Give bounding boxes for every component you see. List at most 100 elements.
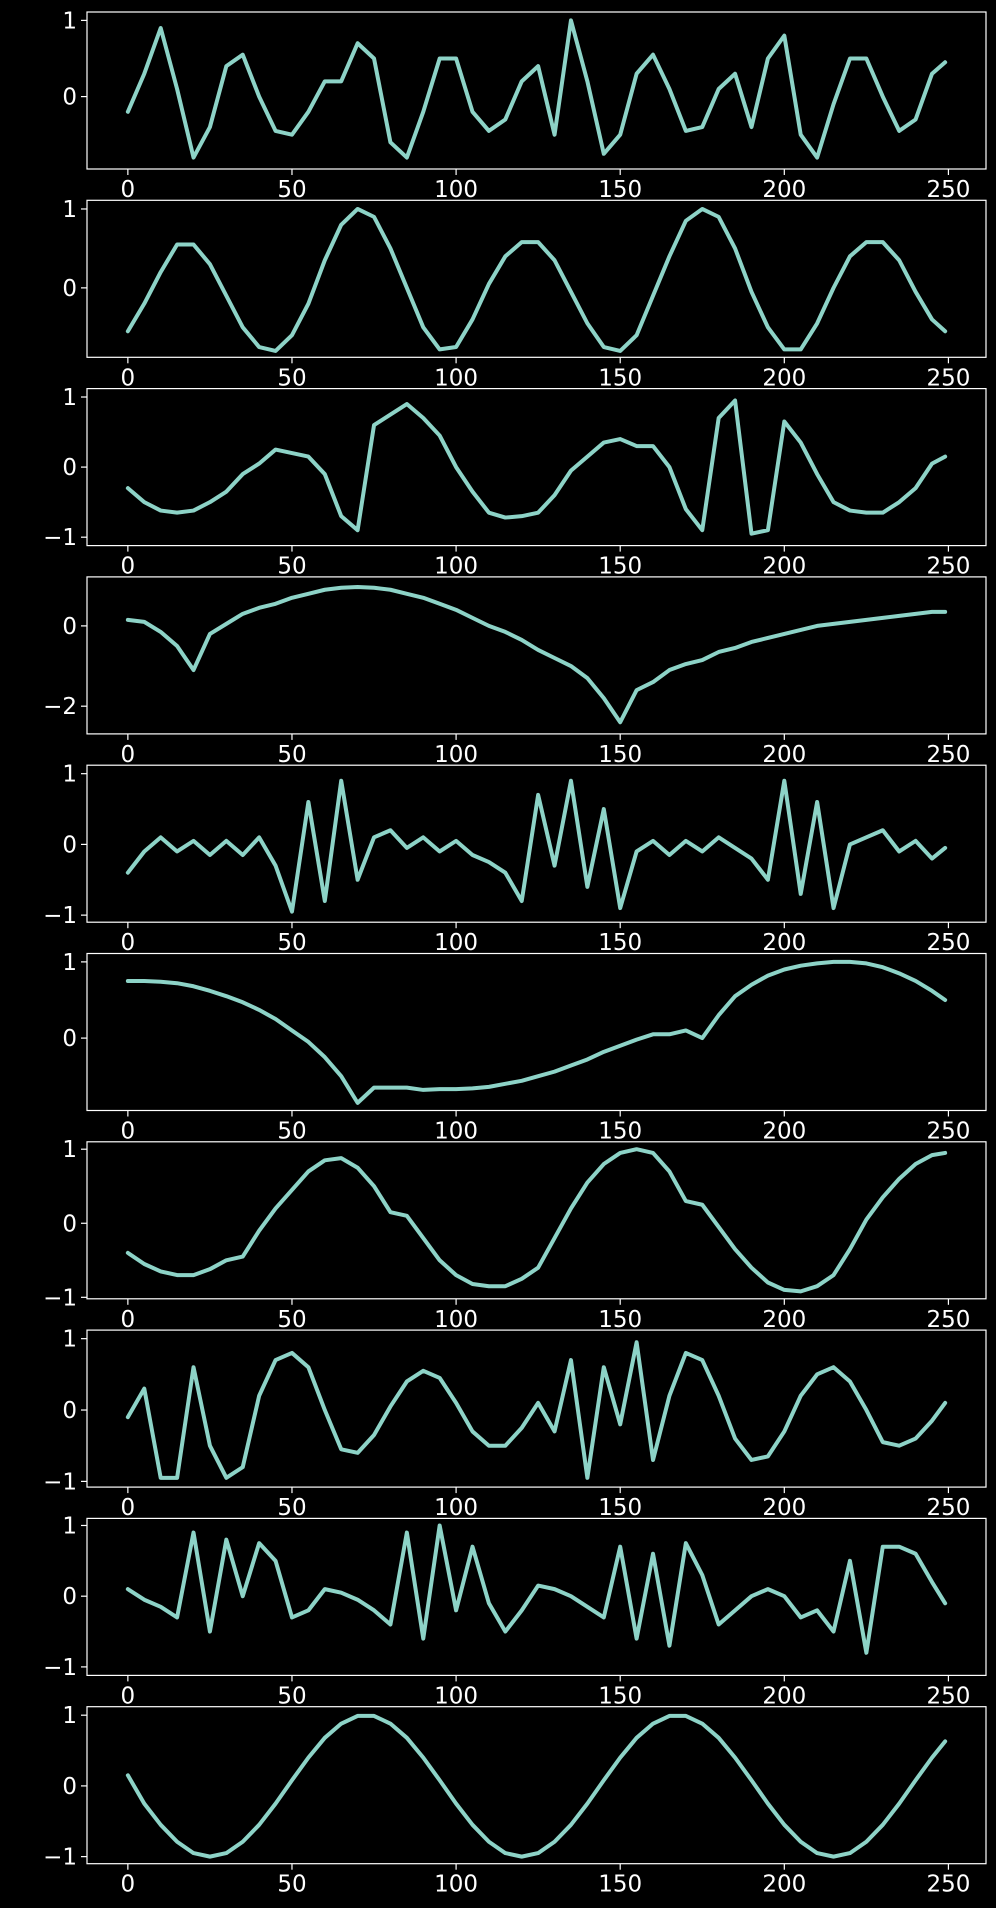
- x-tick-label: 100: [434, 742, 478, 768]
- data-line: [125, 398, 948, 536]
- plot-area: [125, 1713, 948, 1859]
- x-tick-label: 250: [926, 554, 970, 580]
- x-tick-label: 150: [598, 1495, 642, 1521]
- data-line: [125, 1147, 948, 1294]
- x-tick-label: 250: [926, 1872, 970, 1898]
- x-tick-label: 50: [277, 365, 306, 391]
- x-tick-label: 150: [598, 742, 642, 768]
- y-tick-label: −1: [43, 903, 77, 929]
- y-tick-label: −1: [43, 525, 77, 551]
- x-tick-label: 50: [277, 1495, 306, 1521]
- y-tick-label: 0: [62, 276, 77, 302]
- y-tick-label: −1: [43, 1655, 77, 1681]
- x-tick-label: 250: [926, 1495, 970, 1521]
- y-tick-label: −1: [43, 1845, 77, 1871]
- x-tick-label: 50: [277, 742, 306, 768]
- x-tick-label: 200: [762, 1872, 806, 1898]
- subplot: 0 50 100 150 200 250 0 1: [62, 950, 987, 1145]
- subplot: 0 50 100 150 200 250 −1 0 1: [43, 762, 987, 956]
- x-tick-label: 100: [434, 177, 478, 203]
- x-tick-label: 200: [762, 1495, 806, 1521]
- subplot: 0 50 100 150 200 250 −1 0 1: [43, 385, 987, 580]
- plot-area: [125, 1147, 948, 1294]
- subplot: 0 50 100 150 200 250 −1 0 1: [43, 1137, 987, 1333]
- subplot: 0 50 100 150 200 250 −2 0: [43, 576, 987, 768]
- axes-frame: [86, 952, 987, 1112]
- x-tick-label: 100: [434, 1495, 478, 1521]
- x-tick-label: 0: [121, 930, 136, 956]
- x-tick-label: 50: [277, 1683, 306, 1709]
- y-tick-label: 1: [62, 1703, 77, 1729]
- x-tick-label: 100: [434, 554, 478, 580]
- x-tick-label: 150: [598, 554, 642, 580]
- x-tick-label: 200: [762, 1307, 806, 1333]
- y-tick-label: 0: [62, 1211, 77, 1237]
- x-tick-label: 150: [598, 1683, 642, 1709]
- axes-frame: [86, 388, 987, 547]
- data-line: [125, 1713, 948, 1859]
- x-tick-label: 150: [598, 1119, 642, 1145]
- x-tick-label: 0: [121, 1307, 136, 1333]
- data-line: [125, 778, 948, 914]
- y-tick-label: 1: [62, 8, 77, 34]
- y-tick-label: 0: [62, 1584, 77, 1610]
- plot-area: [125, 398, 948, 536]
- axes-frame: [86, 1517, 987, 1677]
- axes-frame: [86, 1706, 987, 1865]
- x-tick-label: 150: [598, 930, 642, 956]
- x-tick-label: 50: [277, 1307, 306, 1333]
- x-tick-label: 50: [277, 177, 306, 203]
- x-tick-label: 200: [762, 1119, 806, 1145]
- data-line: [125, 1340, 948, 1480]
- data-line: [125, 959, 948, 1105]
- x-tick-label: 150: [598, 1872, 642, 1898]
- axes-frame: [86, 576, 987, 735]
- y-tick-label: 0: [62, 85, 77, 111]
- x-tick-label: 250: [926, 177, 970, 203]
- x-tick-label: 150: [598, 177, 642, 203]
- plot-area: [125, 959, 948, 1105]
- x-tick-label: 0: [121, 554, 136, 580]
- subplot: 0 50 100 150 200 250 −1 0 1: [43, 1327, 987, 1521]
- subplot: 0 50 100 150 200 250 −1 0 1: [43, 1703, 987, 1898]
- x-tick-label: 0: [121, 1683, 136, 1709]
- y-tick-label: 0: [62, 614, 77, 640]
- x-tick-label: 250: [926, 742, 970, 768]
- y-tick-label: 0: [62, 1774, 77, 1800]
- y-tick-label: 1: [62, 762, 77, 788]
- x-tick-label: 0: [121, 177, 136, 203]
- plot-area: [125, 18, 948, 160]
- x-tick-label: 250: [926, 930, 970, 956]
- y-tick-label: 0: [62, 832, 77, 858]
- x-tick-label: 50: [277, 1872, 306, 1898]
- data-line: [125, 584, 948, 725]
- x-tick-label: 0: [121, 1119, 136, 1145]
- x-tick-label: 200: [762, 365, 806, 391]
- y-tick-label: 0: [62, 455, 77, 481]
- data-line: [125, 1523, 948, 1655]
- y-tick-label: 0: [62, 1026, 77, 1052]
- x-tick-label: 200: [762, 1683, 806, 1709]
- axes-frame: [86, 1141, 987, 1300]
- y-tick-label: −1: [43, 1285, 77, 1311]
- x-tick-label: 0: [121, 365, 136, 391]
- x-tick-label: 250: [926, 1307, 970, 1333]
- axes-frame: [86, 199, 987, 358]
- y-tick-label: 0: [62, 1398, 77, 1424]
- x-tick-label: 200: [762, 554, 806, 580]
- x-tick-label: 200: [762, 930, 806, 956]
- x-tick-label: 50: [277, 1119, 306, 1145]
- y-tick-label: 1: [62, 1513, 77, 1539]
- x-tick-label: 250: [926, 1119, 970, 1145]
- y-tick-label: 1: [62, 1137, 77, 1163]
- y-tick-label: −2: [43, 694, 77, 720]
- data-line: [125, 18, 948, 160]
- x-tick-label: 100: [434, 1872, 478, 1898]
- y-tick-label: −1: [43, 1469, 77, 1495]
- x-tick-label: 0: [121, 1872, 136, 1898]
- x-tick-label: 0: [121, 742, 136, 768]
- x-tick-label: 50: [277, 930, 306, 956]
- x-tick-label: 250: [926, 1683, 970, 1709]
